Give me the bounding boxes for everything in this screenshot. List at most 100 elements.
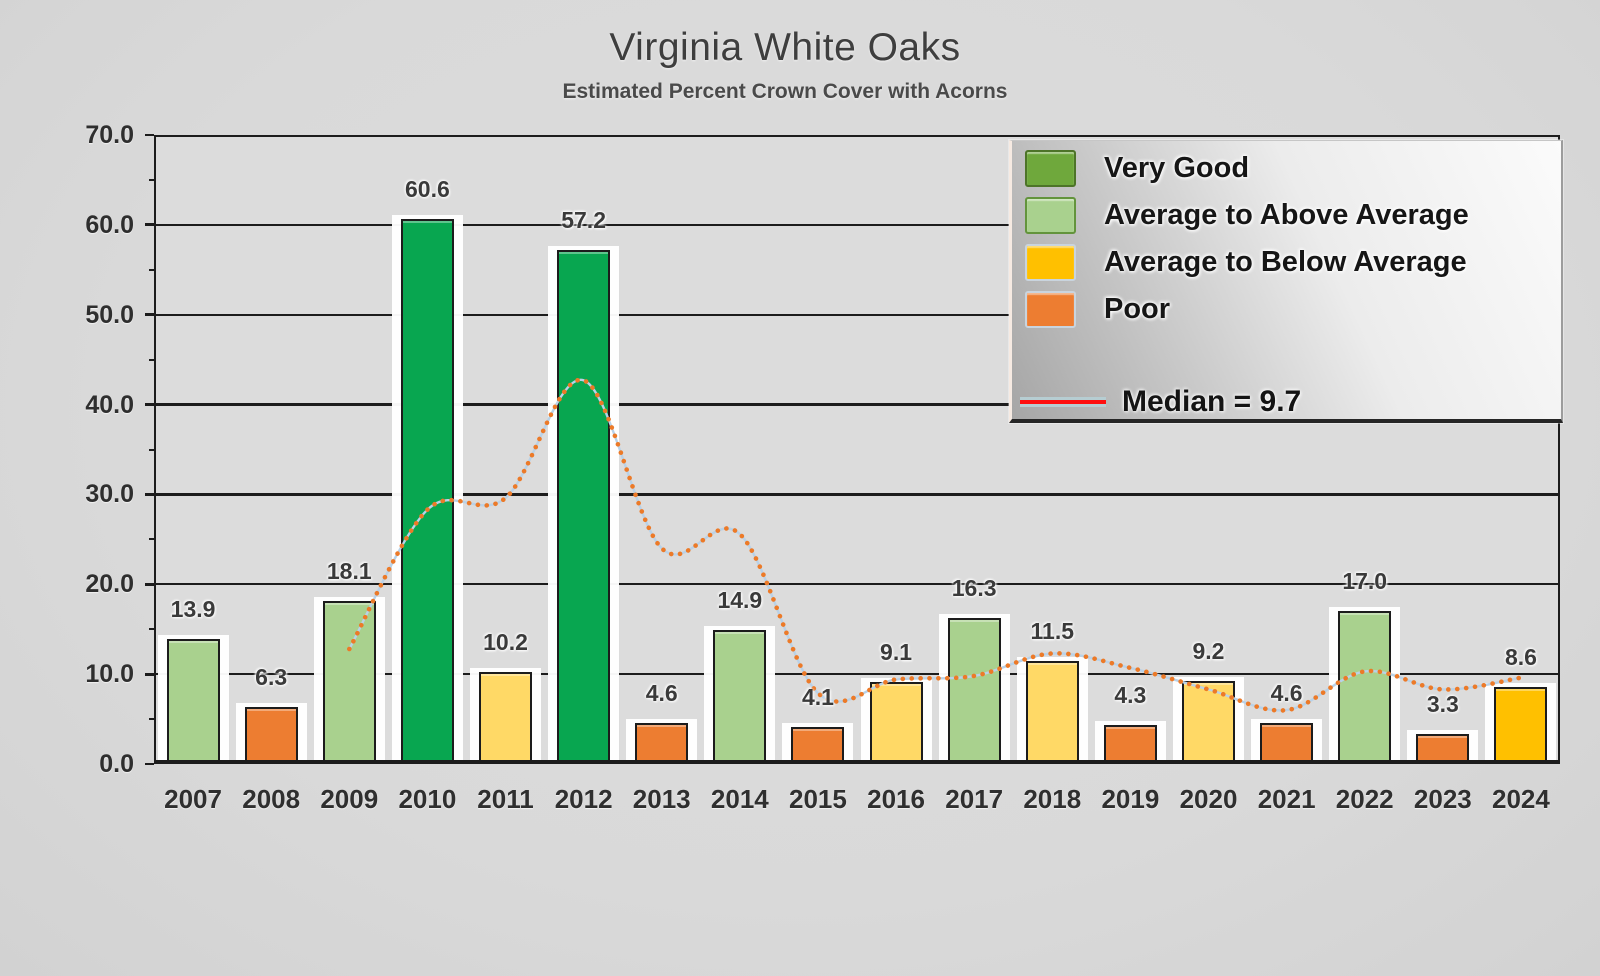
- bar-2015: [791, 727, 845, 764]
- legend-swatch-icon: [1025, 197, 1076, 234]
- chart-header: Virginia White Oaks Estimated Percent Cr…: [185, 26, 1385, 104]
- x-axis-label-2016: 2016: [867, 784, 925, 814]
- bar-2010: [400, 219, 454, 764]
- y-axis-minor-tick: [149, 628, 154, 631]
- chart-title: Virginia White Oaks: [609, 26, 961, 69]
- x-axis-label-2007: 2007: [164, 784, 222, 814]
- bar-value-label-2007: 13.9: [170, 596, 216, 623]
- y-axis-minor-tick: [149, 358, 154, 361]
- y-axis-label-10.0: 10.0: [85, 660, 134, 689]
- bar-2023: [1416, 734, 1470, 764]
- bar-2011: [479, 672, 532, 764]
- x-axis-label-2018: 2018: [1023, 784, 1082, 814]
- legend-item-poor: Poor: [1025, 291, 1170, 328]
- median-line-glow: [1020, 397, 1106, 407]
- bar-value-label-2008: 6.3: [255, 664, 288, 691]
- median-line-icon: [1020, 399, 1106, 405]
- bar-value-label-2024: 8.6: [1504, 643, 1537, 670]
- bar-2012: [557, 250, 611, 764]
- bar-2009: [322, 601, 376, 764]
- bar-2020: [1182, 681, 1235, 764]
- legend-item-average-to-below-average: Average to Below Average: [1025, 244, 1467, 281]
- bar-value-label-2012: 57.2: [561, 207, 606, 234]
- y-axis-label-0.0: 0.0: [99, 750, 134, 778]
- x-axis-label-2010: 2010: [398, 784, 457, 814]
- bar-value-label-2020: 9.2: [1192, 638, 1225, 665]
- bar-value-label-2014: 14.9: [717, 587, 763, 614]
- legend-box: Very Good Average to Above Average Average…: [1009, 140, 1563, 423]
- x-axis-label-2017: 2017: [945, 784, 1004, 814]
- chart-subtitle: Estimated Percent Crown Cover with Acorn…: [562, 80, 1008, 103]
- bar-2018: [1025, 660, 1079, 764]
- median-label: Median = 9.7: [1122, 385, 1302, 418]
- bar-2017: [947, 617, 1001, 764]
- x-axis-label-2014: 2014: [710, 784, 769, 814]
- bar-value-label-2010: 60.6: [404, 176, 450, 203]
- bar-value-label-2016: 9.1: [880, 639, 913, 666]
- y-axis-minor-tick: [149, 718, 154, 721]
- y-axis-label-20.0: 20.0: [85, 570, 134, 599]
- legend-median-entry: Median = 9.7: [1020, 385, 1301, 419]
- x-axis-label-2022: 2022: [1335, 784, 1394, 814]
- y-axis-tick: [145, 223, 154, 227]
- y-axis-label-60.0: 60.0: [85, 210, 134, 239]
- y-axis-label-40.0: 40.0: [85, 390, 134, 419]
- bar-value-label-2017: 16.3: [951, 574, 997, 601]
- legend-item-label: Very Good: [1104, 152, 1250, 184]
- x-axis-label-2019: 2019: [1101, 784, 1160, 814]
- bar-2021: [1260, 722, 1314, 764]
- y-axis-minor-tick: [149, 538, 154, 541]
- legend-item-label: Poor: [1104, 293, 1171, 325]
- y-axis-tick: [145, 313, 154, 317]
- bar-2014: [713, 630, 767, 764]
- legend-swatch-icon: [1025, 291, 1076, 328]
- y-axis-label-70.0: 70.0: [85, 121, 134, 149]
- y-axis-tick: [145, 133, 154, 137]
- y-axis-minor-tick: [149, 448, 154, 451]
- y-axis-tick: [145, 672, 154, 676]
- x-axis-label-2009: 2009: [320, 784, 379, 814]
- x-axis-label-2013: 2013: [632, 784, 691, 814]
- bar-value-label-2019: 4.3: [1114, 682, 1147, 709]
- bar-2024: [1494, 686, 1548, 764]
- bar-value-label-2021: 4.6: [1270, 679, 1303, 706]
- y-axis-label-30.0: 30.0: [85, 480, 134, 509]
- y-axis-tick: [145, 762, 154, 766]
- legend-item-label: Average to Below Average: [1104, 246, 1467, 278]
- bar-2008: [244, 707, 298, 764]
- bar-value-label-2023: 3.3: [1426, 691, 1459, 718]
- gridline-50: [156, 313, 1558, 316]
- x-axis-label-2015: 2015: [789, 784, 847, 814]
- y-axis-minor-tick: [149, 178, 154, 181]
- bar-value-label-2013: 4.6: [645, 679, 678, 706]
- y-axis-minor-tick: [149, 268, 154, 271]
- legend-item-average-to-above-average: Average to Above Average: [1025, 197, 1469, 234]
- legend-swatch-icon: [1025, 150, 1076, 187]
- bar-2022: [1338, 611, 1392, 764]
- y-axis-tick: [145, 493, 154, 496]
- legend-swatch-icon: [1025, 244, 1076, 281]
- y-axis-tick: [145, 582, 154, 586]
- x-axis-label-2021: 2021: [1257, 784, 1316, 814]
- bar-2007: [166, 639, 220, 764]
- bar-value-label-2022: 17.0: [1342, 568, 1388, 595]
- gridline-60: [156, 223, 1558, 227]
- bar-value-label-2011: 10.2: [483, 629, 528, 656]
- x-axis-label-2012: 2012: [554, 784, 613, 814]
- x-axis-label-2011: 2011: [477, 784, 534, 814]
- x-axis-label-2023: 2023: [1413, 784, 1472, 814]
- bar-2016: [869, 682, 923, 764]
- x-axis-label-2024: 2024: [1492, 784, 1550, 814]
- bar-2019: [1103, 725, 1157, 764]
- legend-item-very-good: Very Good: [1025, 150, 1249, 187]
- x-axis-label-2020: 2020: [1179, 784, 1238, 814]
- gridline-30: [156, 493, 1558, 496]
- y-axis-tick: [145, 403, 154, 406]
- legend-item-label: Average to Above Average: [1104, 199, 1469, 231]
- bar-value-label-2009: 18.1: [326, 558, 372, 585]
- x-axis-label-2008: 2008: [242, 784, 301, 814]
- y-axis-label-50.0: 50.0: [85, 300, 134, 329]
- bar-value-label-2015: 4.1: [801, 684, 834, 711]
- bar-value-label-2018: 11.5: [1030, 617, 1075, 644]
